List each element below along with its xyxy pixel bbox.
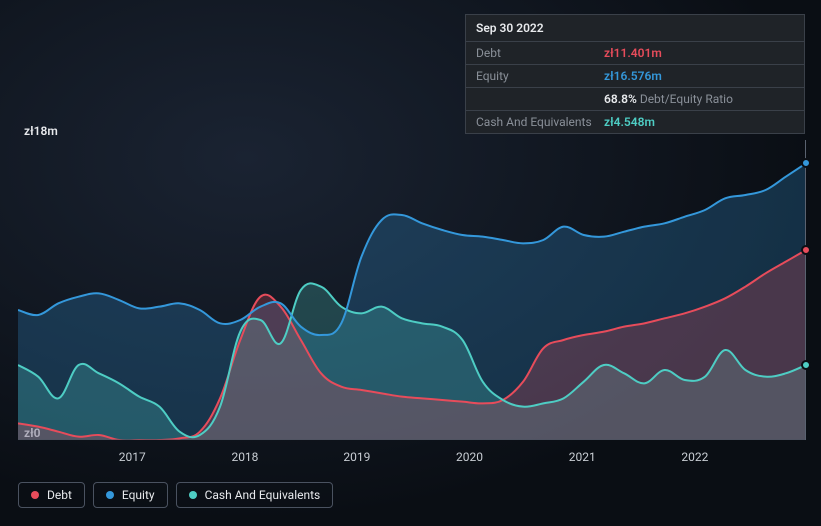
equity-end-marker <box>801 158 811 168</box>
x-axis-year: 2018 <box>231 450 258 464</box>
chart-svg <box>18 140 806 440</box>
legend-item-debt[interactable]: Debt <box>18 482 85 508</box>
tooltip-row: Debtzł11.401m <box>466 42 804 65</box>
tooltip-row-label: Cash And Equivalents <box>476 115 604 129</box>
legend-label: Debt <box>47 488 72 502</box>
legend-item-equity[interactable]: Equity <box>93 482 168 508</box>
y-axis-max-label: zł18m <box>24 124 58 138</box>
legend-label: Equity <box>122 488 155 502</box>
tooltip-row-value: zł11.401m <box>604 46 662 60</box>
legend-dot-icon <box>106 491 114 499</box>
legend: Debt Equity Cash And Equivalents <box>18 482 333 508</box>
x-axis-year: 2019 <box>343 450 370 464</box>
x-axis-year: 2017 <box>119 450 146 464</box>
x-axis-year: 2020 <box>456 450 483 464</box>
hover-line <box>805 140 806 440</box>
tooltip-date: Sep 30 2022 <box>466 15 804 42</box>
tooltip-row-value: zł4.548m <box>604 115 655 129</box>
tooltip-row-label <box>476 92 604 106</box>
x-axis-year: 2021 <box>569 450 596 464</box>
x-axis-labels: 2017 2018 2019 2020 2021 2022 <box>18 450 806 468</box>
cash-end-marker <box>801 360 811 370</box>
tooltip-row: Equityzł16.576m <box>466 65 804 88</box>
tooltip-row-value: 68.8% Debt/Equity Ratio <box>604 92 733 106</box>
legend-item-cash[interactable]: Cash And Equivalents <box>176 482 334 508</box>
tooltip-row: Cash And Equivalentszł4.548m <box>466 111 804 133</box>
debt-end-marker <box>801 245 811 255</box>
legend-label: Cash And Equivalents <box>205 488 321 502</box>
tooltip-row-value: zł16.576m <box>604 69 662 83</box>
chart-area[interactable] <box>18 140 806 440</box>
tooltip-row-label: Equity <box>476 69 604 83</box>
tooltip-row-label: Debt <box>476 46 604 60</box>
x-axis-year: 2022 <box>681 450 708 464</box>
tooltip-panel: Sep 30 2022 Debtzł11.401mEquityzł16.576m… <box>465 14 805 134</box>
legend-dot-icon <box>31 491 39 499</box>
legend-dot-icon <box>189 491 197 499</box>
tooltip-row: 68.8% Debt/Equity Ratio <box>466 88 804 111</box>
